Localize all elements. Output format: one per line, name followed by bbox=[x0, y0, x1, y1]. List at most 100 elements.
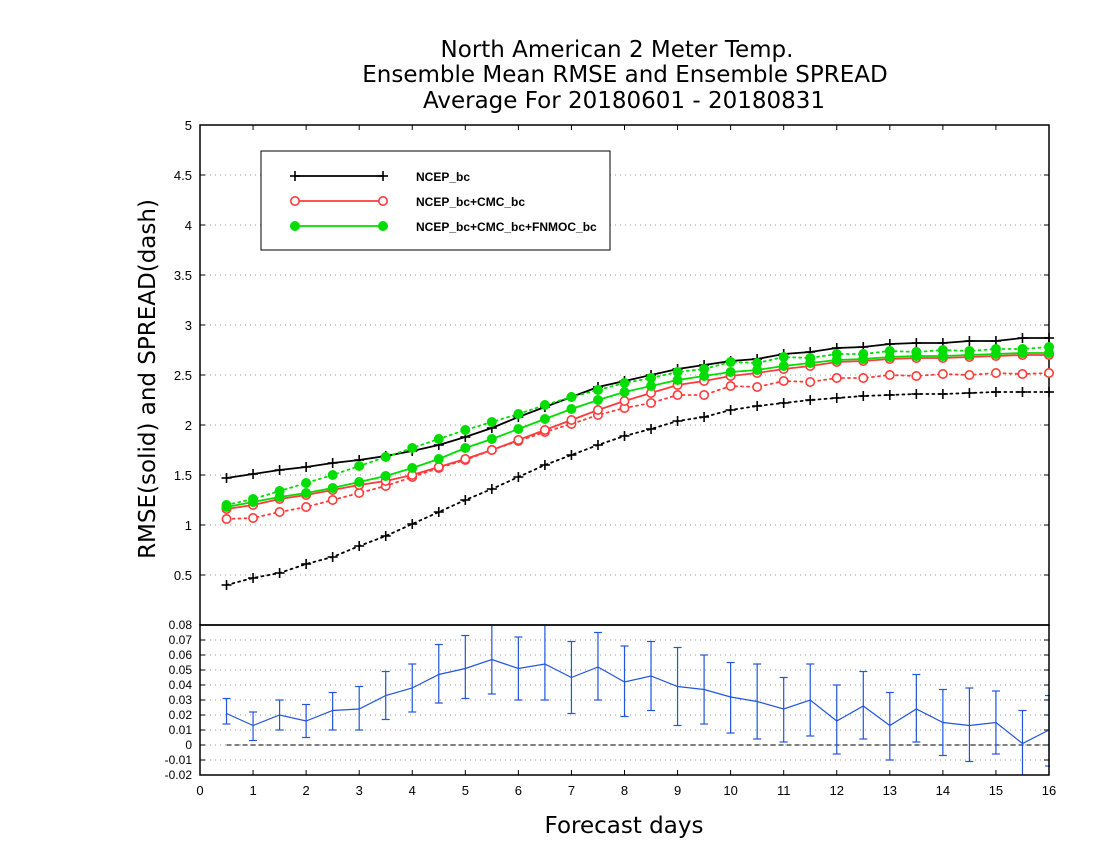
ncep-bc-rmse-point bbox=[1044, 333, 1054, 343]
top-y-tick-label: 2.5 bbox=[174, 368, 192, 383]
ncep-bc-cmc-bc-fnmoc-bc-rmse-point bbox=[433, 454, 444, 464]
ncep-bc-rmse-point bbox=[327, 458, 338, 468]
ncep-bc-cmc-bc-fnmoc-bc-rmse-point bbox=[937, 351, 948, 361]
ncep-bc-cmc-bc-fnmoc-bc-rmse-point bbox=[566, 404, 577, 414]
x-tick-label: 2 bbox=[303, 783, 310, 798]
rmse-spread-panel: 0.5 1 1.5 2 2.5 3 3.5 4 4.5 5 bbox=[174, 118, 1055, 626]
ncep-bc-cmc-bc-fnmoc-bc-rmse-point bbox=[327, 483, 338, 493]
ncep-bc-spread-point bbox=[301, 559, 312, 569]
ncep-bc-spread-point bbox=[274, 568, 285, 578]
ncep-bc-cmc-bc-spread-point bbox=[221, 513, 232, 524]
ncep-bc-spread-point bbox=[752, 401, 763, 411]
ncep-bc-spread-point bbox=[486, 484, 497, 494]
ncep-bc-cmc-bc-rmse-point bbox=[513, 434, 524, 445]
ncep-bc-spread-point bbox=[858, 391, 869, 401]
ncep-bc-spread-point bbox=[566, 450, 577, 460]
ncep-bc-rmse-point bbox=[221, 473, 232, 483]
ncep-bc-rmse-point bbox=[248, 469, 259, 479]
ncep-bc-cmc-bc-fnmoc-bc-spread-point bbox=[354, 461, 365, 471]
x-tick-label: 8 bbox=[621, 783, 628, 798]
bottom-y-tick-label: 0.06 bbox=[169, 648, 193, 662]
ncep-bc-cmc-bc-fnmoc-bc-rmse-point bbox=[831, 355, 842, 365]
ncep-bc-cmc-bc-rmse-point bbox=[539, 424, 550, 435]
ncep-bc-cmc-bc-fnmoc-bc-rmse-point bbox=[752, 365, 763, 375]
ncep-bc-spread-point bbox=[539, 460, 550, 470]
legend-label-ncep-bc: NCEP_bc bbox=[416, 170, 470, 184]
ncep-bc-rmse-point bbox=[274, 465, 285, 475]
ncep-bc-cmc-bc-spread-point bbox=[752, 381, 763, 392]
ncep-bc-cmc-bc-spread-point bbox=[699, 389, 710, 400]
ncep-bc-rmse-point bbox=[911, 338, 922, 348]
ncep-bc-cmc-bc-fnmoc-bc-spread-point bbox=[539, 400, 550, 410]
ncep-bc-cmc-bc-spread-point bbox=[1044, 367, 1055, 378]
x-tick-label: 6 bbox=[515, 783, 522, 798]
ncep-bc-cmc-bc-fnmoc-bc-spread-point bbox=[327, 470, 338, 480]
ncep-bc-cmc-bc-spread-point bbox=[672, 389, 683, 400]
legend-marker-ncep-bc-cmc-bc-fnmoc-bc bbox=[290, 221, 300, 231]
ncep-bc-cmc-bc-rmse-point bbox=[619, 395, 630, 406]
legend-marker-end-ncep-bc-cmc-bc bbox=[377, 196, 388, 207]
ncep-bc-cmc-bc-rmse-point bbox=[460, 453, 471, 464]
ncep-bc-cmc-bc-fnmoc-bc-spread-point bbox=[725, 357, 736, 367]
ncep-bc-cmc-bc-fnmoc-bc-rmse-point bbox=[486, 434, 497, 444]
ncep-bc-spread-point bbox=[990, 387, 1001, 397]
ncep-bc-spread-point bbox=[380, 531, 391, 541]
ncep-bc-spread-point bbox=[221, 580, 232, 590]
x-tick-label: 10 bbox=[723, 783, 737, 798]
legend-label-ncep-bc-cmc-bc-fnmoc-bc: NCEP_bc+CMC_bc+FNMOC_bc bbox=[416, 220, 597, 234]
ncep-bc-cmc-bc-fnmoc-bc-spread-point bbox=[380, 452, 391, 462]
bottom-y-tick-label: 0.04 bbox=[169, 678, 193, 692]
ncep-bc-cmc-bc-rmse-point bbox=[566, 414, 577, 425]
ncep-bc-cmc-bc-fnmoc-bc-rmse-point bbox=[672, 375, 683, 385]
top-y-tick-label: 0.5 bbox=[174, 568, 192, 583]
ncep-bc-cmc-bc-fnmoc-bc-spread-point bbox=[407, 443, 418, 453]
ncep-bc-cmc-bc-fnmoc-bc-rmse-point bbox=[805, 358, 816, 368]
ncep-bc-spread-point bbox=[699, 412, 710, 422]
ncep-bc-spread-point bbox=[672, 416, 683, 426]
x-tick-label: 13 bbox=[883, 783, 897, 798]
ncep-bc-spread-point bbox=[964, 388, 975, 398]
ncep-bc-cmc-bc-fnmoc-bc-spread-point bbox=[513, 409, 524, 419]
ncep-bc-cmc-bc-fnmoc-bc-rmse-point bbox=[699, 371, 710, 381]
bottom-y-tick-label: 0 bbox=[185, 738, 192, 752]
ncep-bc-rmse-point bbox=[964, 336, 975, 346]
bottom-y-tick-label: 0.02 bbox=[169, 708, 193, 722]
ncep-bc-cmc-bc-fnmoc-bc-rmse-point bbox=[221, 502, 232, 512]
ncep-bc-cmc-bc-fnmoc-bc-rmse-point bbox=[539, 414, 550, 424]
ncep-bc-cmc-bc-fnmoc-bc-spread-point bbox=[778, 352, 789, 362]
x-tick-label: 9 bbox=[674, 783, 681, 798]
ncep-bc-cmc-bc-fnmoc-bc-rmse-point bbox=[1044, 348, 1054, 358]
x-tick-label: 15 bbox=[989, 783, 1003, 798]
title-line-1: North American 2 Meter Temp. bbox=[441, 37, 794, 63]
x-axis-label: Forecast days bbox=[545, 813, 704, 839]
ncep-bc-spread-point bbox=[884, 390, 895, 400]
ncep-bc-cmc-bc-rmse-point bbox=[592, 404, 603, 415]
top-y-tick-label: 1 bbox=[185, 518, 192, 533]
x-tick-label: 0 bbox=[196, 783, 203, 798]
top-y-tick-label: 2 bbox=[185, 418, 192, 433]
top-y-tick-label: 4 bbox=[185, 218, 192, 233]
top-y-tick-label: 4.5 bbox=[174, 168, 192, 183]
ncep-bc-cmc-bc-spread-point bbox=[1017, 368, 1028, 379]
bottom-y-tick-label: -0.02 bbox=[165, 768, 193, 782]
ncep-bc-cmc-bc-fnmoc-bc-rmse-point bbox=[884, 352, 895, 362]
x-tick-label: 11 bbox=[777, 783, 791, 798]
ncep-bc-cmc-bc-fnmoc-bc-spread-point bbox=[566, 392, 577, 402]
ncep-bc-cmc-bc-fnmoc-bc-rmse-point bbox=[1017, 348, 1028, 358]
ncep-bc-cmc-bc-spread-line bbox=[225, 372, 1050, 520]
x-tick-label: 7 bbox=[568, 783, 575, 798]
ncep-bc-rmse-point bbox=[1017, 333, 1028, 343]
ncep-bc-cmc-bc-spread-point bbox=[778, 375, 789, 386]
bottom-y-tick-label: 0.03 bbox=[169, 693, 193, 707]
ncep-bc-cmc-bc-spread-point bbox=[884, 369, 895, 380]
legend-label-ncep-bc-cmc-bc: NCEP_bc+CMC_bc bbox=[416, 195, 525, 209]
ncep-bc-cmc-bc-fnmoc-bc-rmse-point bbox=[646, 381, 657, 391]
ncep-bc-cmc-bc-fnmoc-bc-spread-line bbox=[225, 346, 1050, 506]
ncep-bc-cmc-bc-fnmoc-bc-rmse-point bbox=[513, 424, 524, 434]
difference-data bbox=[222, 625, 1050, 775]
x-tick-label: 16 bbox=[1042, 783, 1056, 798]
x-tick-label: 5 bbox=[462, 783, 469, 798]
ncep-bc-cmc-bc-fnmoc-bc-rmse-point bbox=[964, 350, 975, 360]
ncep-bc-cmc-bc-spread-point bbox=[301, 501, 312, 512]
bottom-y-tick-label: -0.01 bbox=[165, 753, 193, 767]
